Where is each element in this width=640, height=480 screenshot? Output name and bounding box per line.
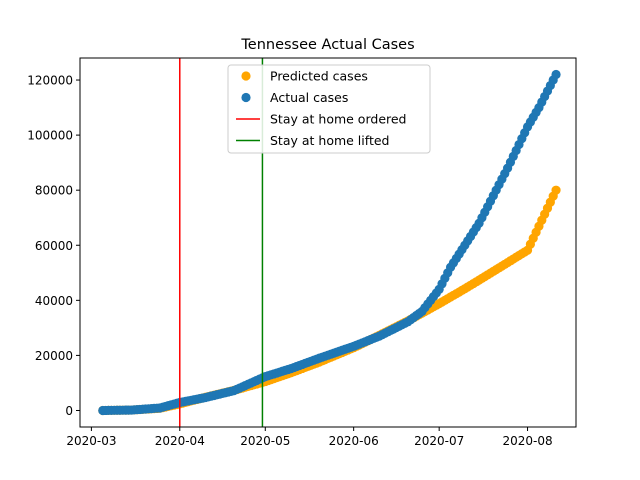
plot-area <box>98 58 561 427</box>
legend-label: Stay at home ordered <box>270 112 407 127</box>
series-actual <box>98 69 561 416</box>
legend-marker <box>241 71 251 81</box>
x-tick-label: 2020-03 <box>66 434 116 448</box>
axes: 2020-03 2020-04 2020-05 2020-06 2020-07 2020-… <box>27 74 552 448</box>
legend-label: Stay at home lifted <box>270 133 389 148</box>
y-tick-label: 60000 <box>35 239 73 253</box>
data-point <box>551 69 561 80</box>
y-tick-label: 0 <box>65 404 73 418</box>
data-point <box>551 185 561 195</box>
chart-title: Tennessee Actual Cases <box>240 37 414 53</box>
x-tick-label: 2020-07 <box>414 434 464 448</box>
legend-label: Actual cases <box>270 90 348 105</box>
x-tick-label: 2020-06 <box>329 434 379 448</box>
legend: Predicted cases Actual cases Stay at home … <box>227 64 431 154</box>
y-tick-label: 20000 <box>35 349 73 363</box>
x-tick-label: 2020-04 <box>155 434 205 448</box>
y-tick-label: 120000 <box>27 74 73 88</box>
y-tick-label: 100000 <box>27 129 73 143</box>
y-tick-label: 80000 <box>35 184 73 198</box>
x-tick-label: 2020-08 <box>502 434 552 448</box>
legend-label: Predicted cases <box>270 69 368 84</box>
series-predicted <box>98 185 561 416</box>
axes-frame <box>79 57 577 428</box>
x-tick-label: 2020-05 <box>240 434 290 448</box>
y-tick-label: 40000 <box>35 294 73 308</box>
legend-box <box>227 64 431 154</box>
legend-marker <box>241 92 251 103</box>
